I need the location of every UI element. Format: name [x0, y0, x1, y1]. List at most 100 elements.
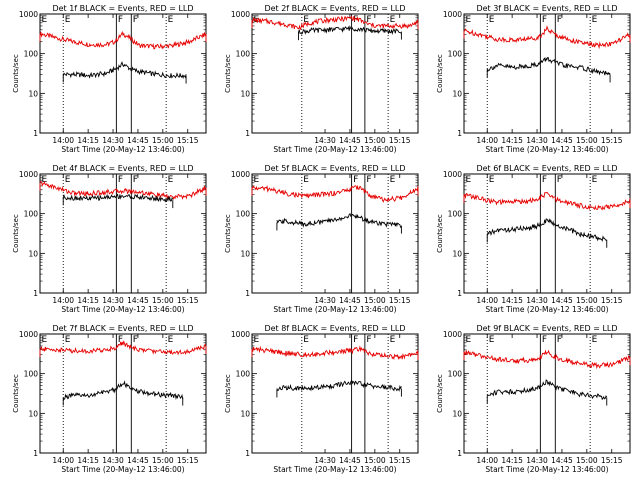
chart-title: Det 9f BLACK = Events, RED = LLD: [476, 324, 617, 333]
plot-frame: [251, 13, 419, 134]
x-axis-label: Start Time (20-May-12 13:46:00): [273, 305, 396, 314]
y-axis-label: Counts/sec: [224, 54, 232, 93]
y-tick-label: 1: [457, 289, 462, 298]
marker-label: E: [303, 335, 309, 345]
y-tick-label: 10: [28, 89, 38, 98]
marker-label: F: [118, 15, 123, 25]
series-lld-line: [251, 345, 419, 361]
x-tick-label: 15:00: [576, 136, 598, 145]
y-axis-label: Counts/sec: [12, 374, 20, 413]
x-tick-label: 14:45: [551, 136, 573, 145]
x-tick-label: 14:30: [102, 296, 124, 305]
chart-panel: Det 6f BLACK = Events, RED = LLD 1 10 100 10…: [436, 164, 631, 314]
y-tick-label: 10: [240, 409, 250, 418]
marker-label: E: [254, 175, 260, 185]
plot-frame: [39, 173, 207, 294]
y-tick-label: 1000: [231, 10, 250, 19]
y-tick-label: 100: [448, 370, 463, 379]
marker-label: E: [65, 175, 71, 185]
marker-label: E: [592, 175, 598, 185]
x-axis-label: Start Time (20-May-12 13:46:00): [61, 305, 184, 314]
x-tick-label: 15:15: [601, 456, 623, 465]
y-tick-label: 10: [28, 249, 38, 258]
marker-label: E: [390, 15, 396, 25]
y-tick-label: 10: [28, 409, 38, 418]
x-tick-label: 15:15: [601, 136, 623, 145]
marker-label: E: [466, 335, 472, 345]
marker-label: F: [366, 335, 371, 345]
x-tick-label: 14:30: [102, 136, 124, 145]
x-tick-label: 14:15: [501, 136, 523, 145]
marker-label: F: [118, 335, 123, 345]
marker-label: E: [254, 335, 260, 345]
series-events-line: [486, 218, 607, 242]
x-tick-label: 14:30: [526, 456, 548, 465]
x-tick-label: 15:15: [177, 296, 199, 305]
marker-label: E: [466, 175, 472, 185]
x-tick-label: 15:00: [576, 296, 598, 305]
series-lld-line: [463, 349, 631, 370]
y-axis-label: Counts/sec: [436, 214, 444, 253]
marker-label: F: [557, 15, 562, 25]
y-tick-label: 1000: [19, 10, 38, 19]
x-tick-label: 14:45: [127, 136, 149, 145]
marker-label: F: [542, 15, 547, 25]
marker-label: E: [42, 335, 48, 345]
plot-frame: [251, 333, 419, 454]
plot-frame: [463, 13, 631, 134]
marker-label: E: [489, 175, 495, 185]
y-tick-label: 100: [24, 370, 39, 379]
x-tick-label: 14:15: [501, 456, 523, 465]
marker-label: F: [366, 175, 371, 185]
marker-label: F: [133, 15, 138, 25]
x-tick-label: 14:45: [339, 456, 361, 465]
series-events-line: [486, 56, 611, 76]
y-axis-label: Counts/sec: [224, 374, 232, 413]
chart-panel: Det 1f BLACK = Events, RED = LLD 1 10 100 10…: [12, 4, 207, 154]
series-events-line: [276, 213, 402, 228]
x-tick-label: 14:00: [52, 456, 74, 465]
marker-label: E: [489, 15, 495, 25]
series-lld-line: [39, 30, 207, 50]
chart-title: Det 1f BLACK = Events, RED = LLD: [52, 4, 193, 13]
y-tick-label: 1000: [231, 170, 250, 179]
x-tick-label: 14:15: [501, 296, 523, 305]
chart-panel: Det 8f BLACK = Events, RED = LLD 1 10 100 10…: [224, 324, 419, 474]
marker-label: E: [65, 15, 71, 25]
x-tick-label: 14:00: [476, 456, 498, 465]
x-tick-label: 14:30: [314, 136, 336, 145]
x-axis-label: Start Time (20-May-12 13:46:00): [61, 465, 184, 474]
marker-label: E: [42, 175, 48, 185]
y-tick-label: 1: [457, 449, 462, 458]
series-lld-line: [251, 14, 419, 31]
x-tick-label: 15:15: [389, 296, 411, 305]
y-axis-label: Counts/sec: [12, 214, 20, 253]
x-tick-label: 15:00: [364, 136, 386, 145]
marker-label: E: [303, 15, 309, 25]
marker-label: E: [65, 335, 71, 345]
y-axis-label: Counts/sec: [12, 54, 20, 93]
y-axis-label: Counts/sec: [224, 214, 232, 253]
y-tick-label: 1: [33, 129, 38, 138]
x-tick-label: 14:30: [526, 136, 548, 145]
y-tick-label: 10: [452, 409, 462, 418]
chart-title: Det 4f BLACK = Events, RED = LLD: [52, 164, 193, 173]
series-events-line: [298, 25, 402, 35]
series-events-line: [276, 378, 402, 392]
y-tick-label: 1000: [19, 330, 38, 339]
x-tick-label: 14:15: [77, 456, 99, 465]
marker-label: F: [353, 175, 358, 185]
marker-label: E: [390, 175, 396, 185]
y-axis-label: Counts/sec: [436, 54, 444, 93]
chart-title: Det 8f BLACK = Events, RED = LLD: [264, 324, 405, 333]
marker-label: F: [542, 175, 547, 185]
y-tick-label: 100: [448, 50, 463, 59]
chart-panel: Det 5f BLACK = Events, RED = LLD 1 10 100 10…: [224, 164, 419, 314]
chart-panel: Det 4f BLACK = Events, RED = LLD 1 10 100 10…: [12, 164, 207, 314]
series-events-line: [62, 193, 174, 203]
series-lld-line: [251, 184, 419, 203]
y-tick-label: 1000: [231, 330, 250, 339]
marker-label: F: [366, 15, 371, 25]
x-tick-label: 15:15: [389, 136, 411, 145]
